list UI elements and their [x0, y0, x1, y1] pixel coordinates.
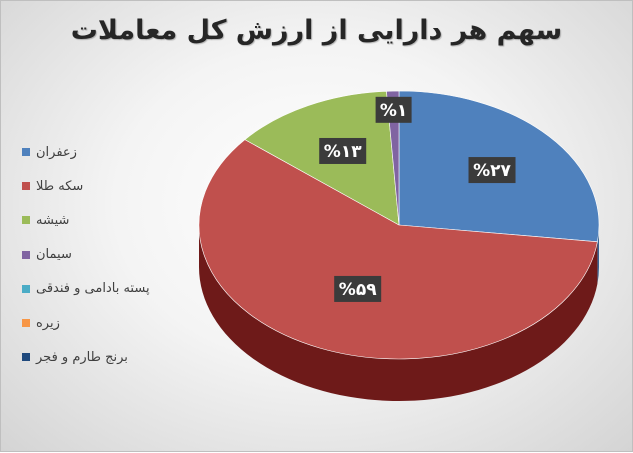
- data-label-text: %۱: [380, 101, 407, 121]
- legend-label: زعفران: [36, 144, 77, 160]
- legend-swatch: [22, 250, 30, 259]
- legend-label: پسته بادامی و فندقی: [36, 281, 150, 297]
- data-label: %۱۳: [319, 137, 367, 164]
- legend-swatch: [22, 216, 30, 225]
- data-label-bg: [468, 157, 516, 184]
- chart-title: سهم هر دارایی از ارزش کل معاملات: [70, 15, 563, 46]
- data-label: %۲۷: [468, 157, 516, 184]
- legend-item: شیشه: [13, 203, 173, 237]
- legend-label: سیمان: [36, 247, 72, 263]
- data-label-bg: [375, 96, 412, 123]
- legend-item: زیره: [13, 306, 173, 340]
- legend-swatch: [22, 284, 30, 293]
- legend-item: برنج طارم و فجر: [13, 340, 173, 374]
- data-label-text: %۲۷: [473, 161, 511, 181]
- data-label-text: %۱۳: [324, 142, 362, 162]
- legend-swatch: [22, 148, 30, 157]
- data-label: %۱: [375, 96, 412, 123]
- legend-swatch: [22, 319, 30, 328]
- legend-swatch: [22, 353, 30, 362]
- legend-label: برنج طارم و فجر: [36, 349, 128, 365]
- data-label: %۵۹: [334, 275, 382, 302]
- legend-item: سکه طلا: [13, 169, 173, 203]
- data-label-bg: [319, 137, 367, 164]
- legend-item: سیمان: [13, 238, 173, 272]
- pie-slice: [198, 139, 598, 360]
- pie-slice-side: [199, 225, 598, 401]
- pie-slice: [386, 90, 400, 226]
- legend-label: زیره: [36, 315, 60, 331]
- legend-item: پسته بادامی و فندقی: [13, 272, 173, 306]
- data-label-bg: [334, 275, 382, 302]
- data-label-text: %۵۹: [339, 280, 377, 300]
- legend-swatch: [22, 182, 30, 191]
- legend-label: سکه طلا: [36, 178, 84, 194]
- legend-label: شیشه: [36, 212, 70, 228]
- chart-legend: زعفران سکه طلا شیشه سیمان پسته بادامی و فندق…: [13, 135, 173, 374]
- legend-item: زعفران: [13, 135, 173, 169]
